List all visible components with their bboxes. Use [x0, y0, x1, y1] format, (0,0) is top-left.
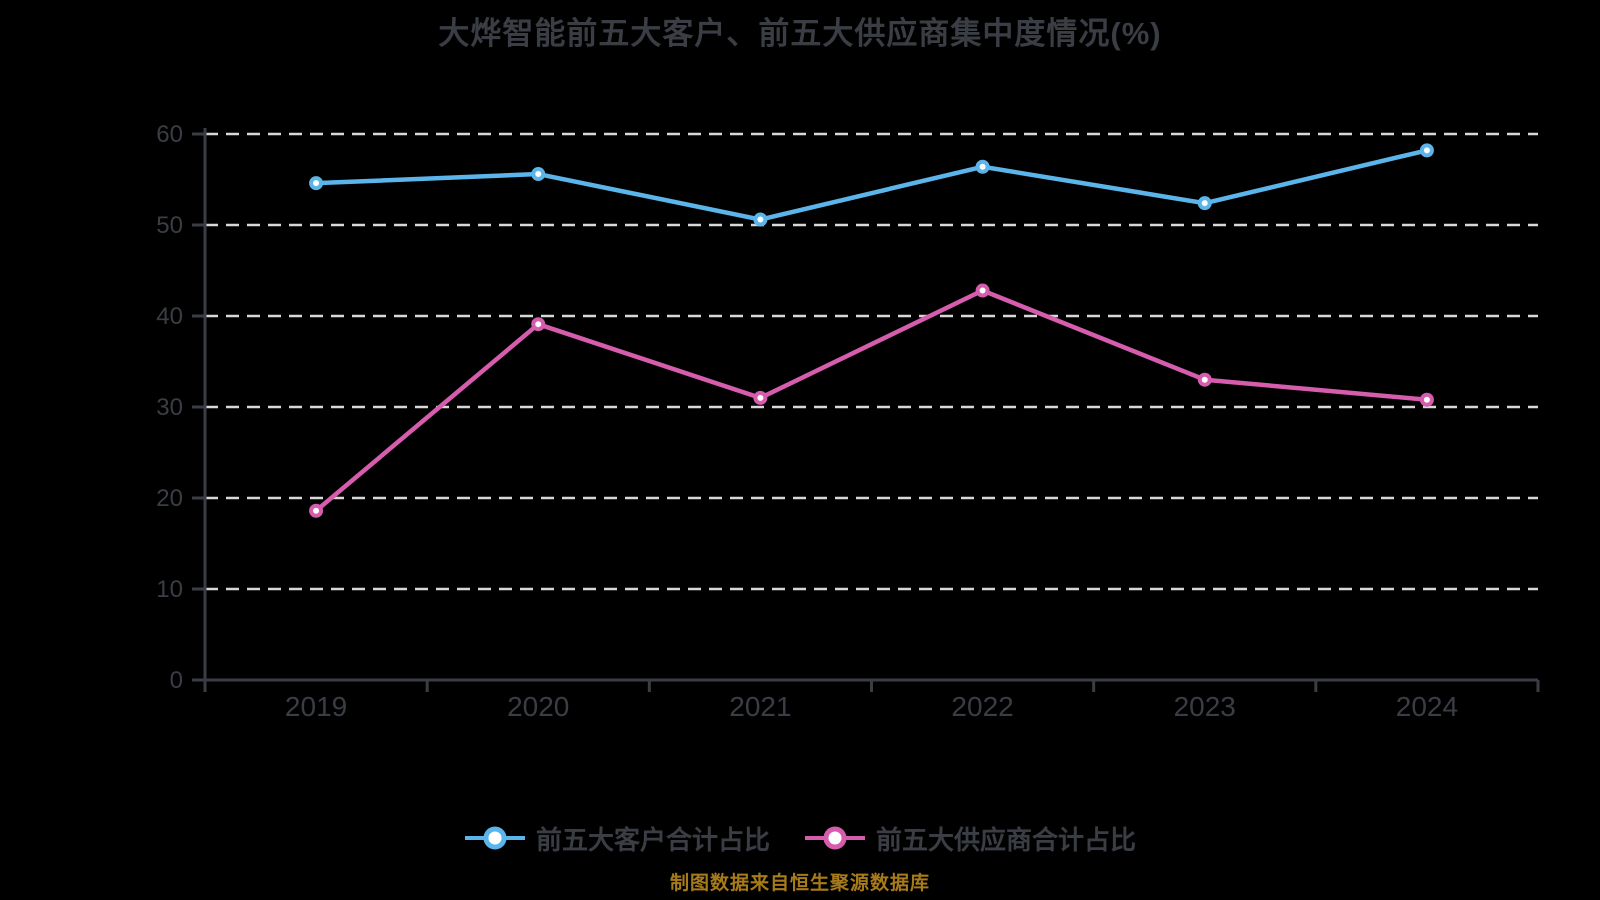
- y-axis-label: 50: [156, 212, 183, 239]
- data-point-marker-suppliers: [531, 317, 546, 332]
- legend-item-customers[interactable]: 前五大客户合计占比: [464, 820, 770, 857]
- data-point-marker-customers: [531, 167, 546, 182]
- legend-label-customers: 前五大客户合计占比: [535, 824, 770, 855]
- data-point-marker-customers: [975, 159, 990, 174]
- x-axis-label: 2022: [951, 691, 1013, 722]
- y-axis-label: 30: [156, 394, 183, 421]
- y-axis-label: 10: [156, 576, 183, 603]
- data-point-marker-customers: [309, 176, 324, 191]
- data-point-marker-suppliers: [309, 503, 324, 518]
- customer-line-marker-icon: [464, 826, 525, 850]
- data-point-marker-suppliers: [975, 283, 990, 298]
- x-axis-label: 2023: [1174, 691, 1236, 722]
- legend-label-suppliers: 前五大供应商合计占比: [876, 824, 1137, 855]
- data-point-marker-customers: [753, 212, 768, 227]
- data-point-marker-customers: [1419, 143, 1434, 158]
- x-axis-label: 2019: [285, 691, 347, 722]
- y-axis-label: 0: [170, 667, 183, 694]
- y-axis-label: 60: [156, 121, 183, 148]
- x-axis-label: 2021: [729, 691, 791, 722]
- x-axis-label: 2020: [507, 691, 569, 722]
- supplier-line-marker-icon: [805, 826, 865, 850]
- data-source-note: 制图数据来自恒生聚源数据库: [669, 873, 930, 894]
- legend: 前五大客户合计占比 前五大供应商合计占比: [0, 816, 1600, 860]
- x-axis-label: 2024: [1396, 691, 1458, 722]
- series-line-suppliers: [313, 288, 1430, 513]
- data-point-marker-suppliers: [1197, 372, 1212, 387]
- chart-title: 大烨智能前五大客户、前五大供应商集中度情况(%): [438, 16, 1162, 51]
- y-axis-label: 40: [156, 303, 183, 330]
- data-point-marker-suppliers: [753, 390, 768, 405]
- series-line-customers: [313, 148, 1430, 222]
- data-point-marker-suppliers: [1419, 392, 1434, 407]
- data-point-marker-customers: [1197, 196, 1212, 211]
- y-axis-label: 20: [156, 485, 183, 512]
- legend-item-suppliers[interactable]: 前五大供应商合计占比: [804, 820, 1136, 857]
